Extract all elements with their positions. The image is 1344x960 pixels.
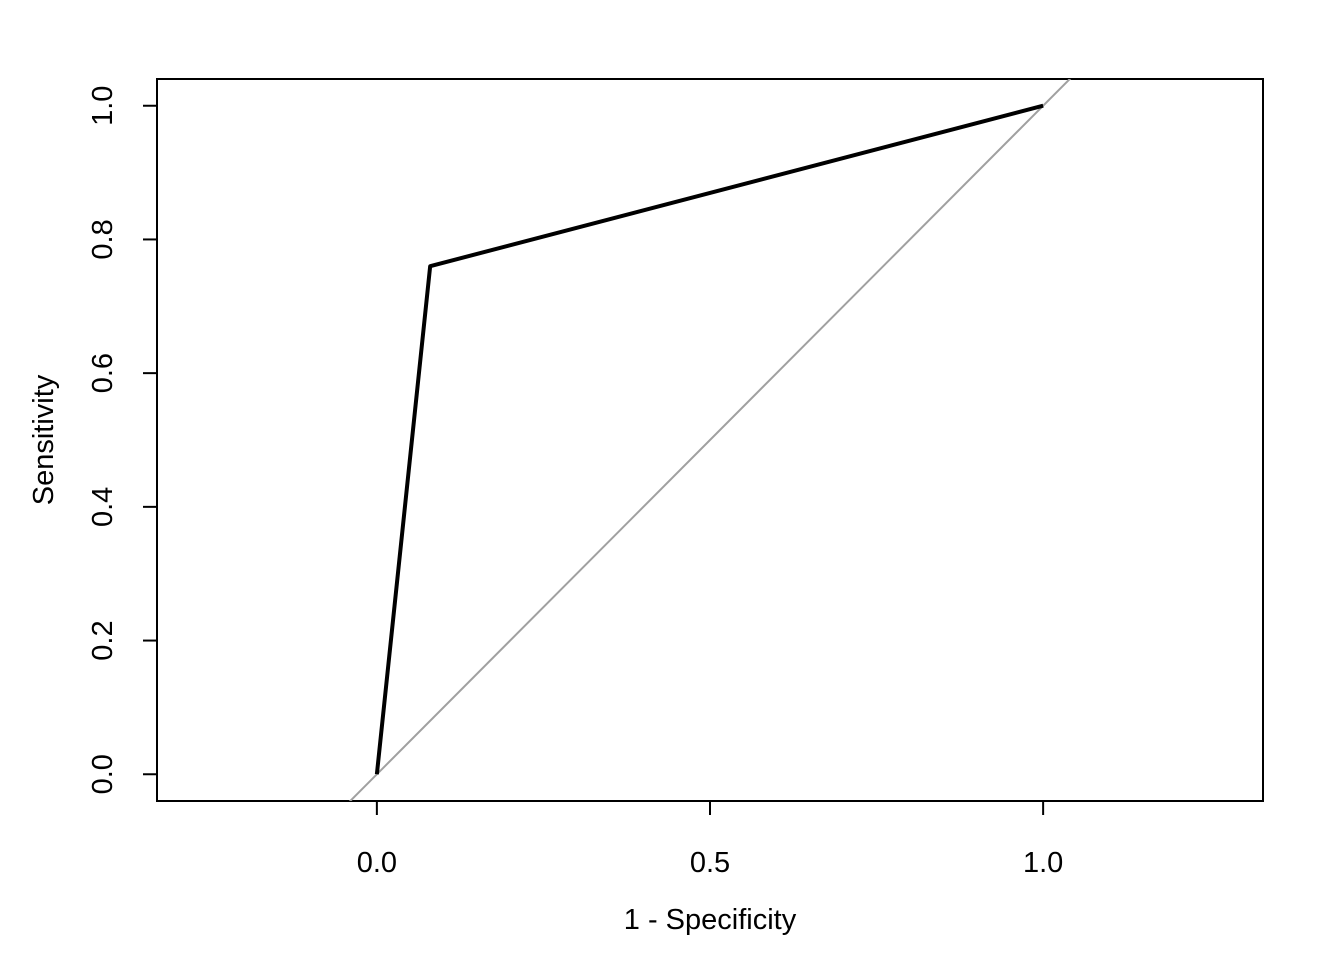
- x-axis-title: 1 - Specificity: [624, 904, 797, 936]
- roc-curve-line: [374, 103, 1044, 775]
- x-tick-label: 0.5: [690, 847, 730, 879]
- y-tick-label: 1.0: [87, 86, 119, 126]
- y-tick-label: 0.6: [87, 353, 119, 393]
- y-tick-label: 0.8: [87, 219, 119, 259]
- y-tick-label: 0.2: [87, 620, 119, 660]
- x-tick-label: 1.0: [1023, 847, 1063, 879]
- y-axis-title: Sensitivity: [28, 374, 60, 505]
- y-tick-label: 0.0: [87, 754, 119, 794]
- y-tick-label: 0.4: [87, 487, 119, 527]
- x-tick-label: 0.0: [357, 847, 397, 879]
- reference-diagonal-line: [348, 79, 1072, 801]
